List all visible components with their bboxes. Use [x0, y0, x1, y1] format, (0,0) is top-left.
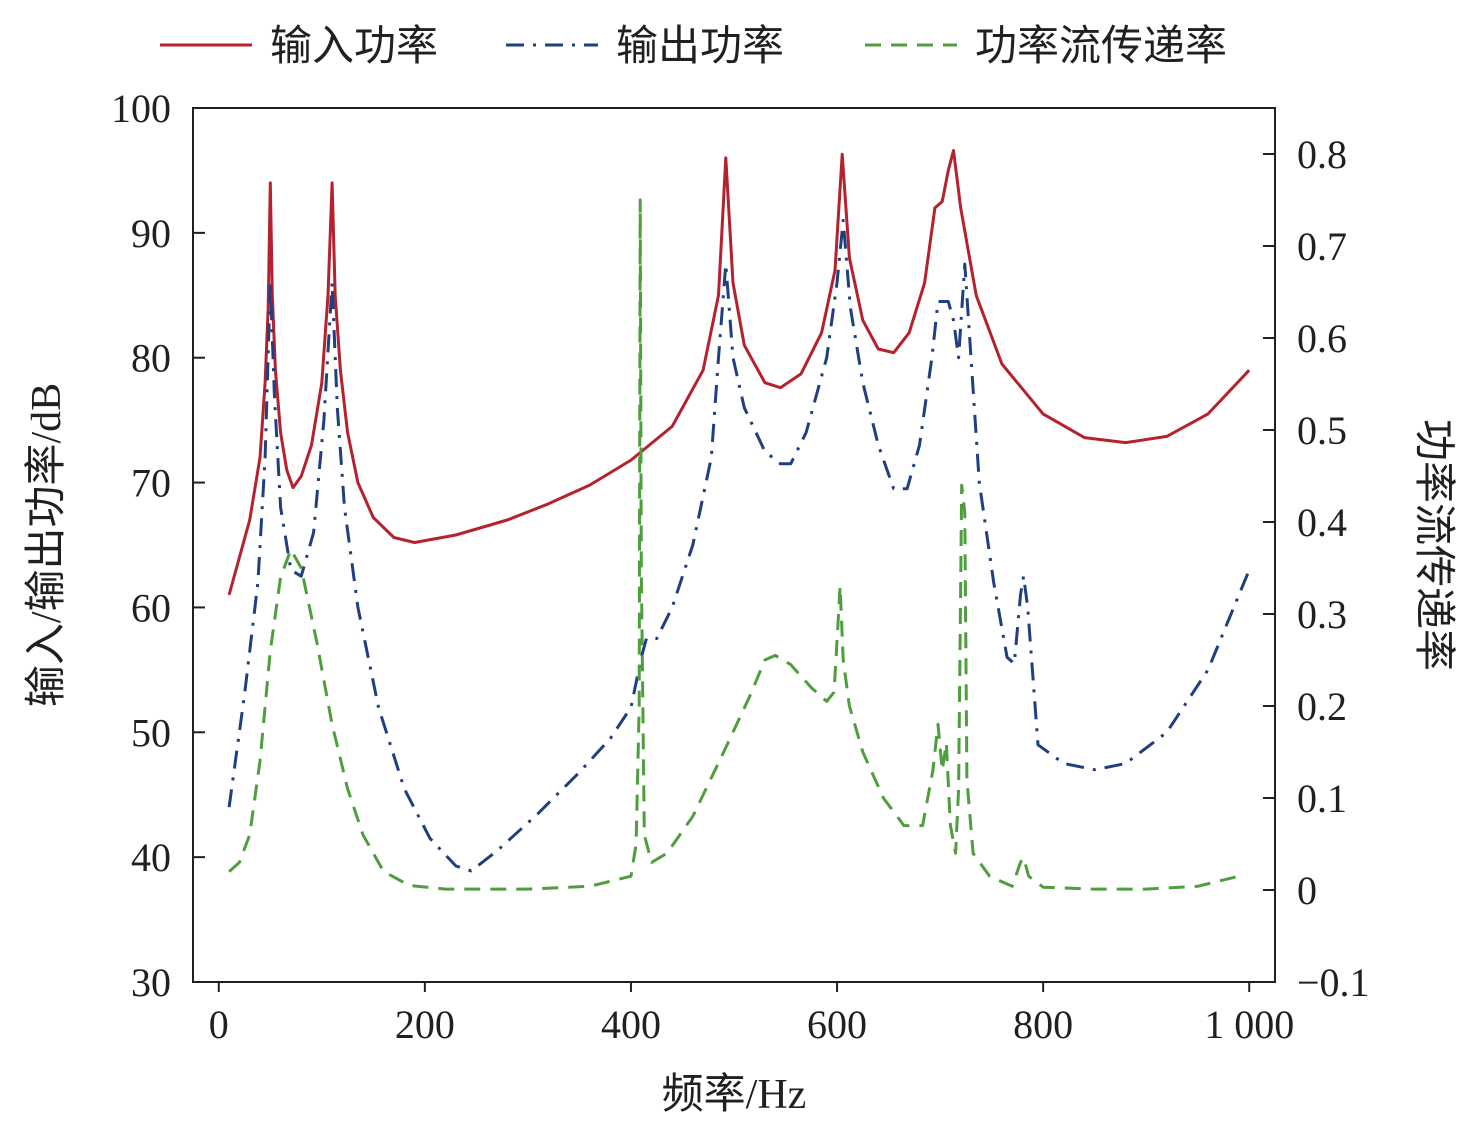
legend-label-output-power: 输出功率	[616, 23, 784, 70]
x-tick-label: 0	[209, 1002, 229, 1047]
legend-label-transfer-rate: 功率流传递率	[975, 23, 1227, 70]
series-line-output-power	[227, 218, 1251, 873]
y-right-tick-label: 0.1	[1297, 776, 1347, 821]
legend-item-transfer-rate: 功率流传递率	[865, 23, 1227, 70]
y-right-tick-label: 0.8	[1297, 132, 1347, 177]
y-right-tick-label: 0.2	[1297, 684, 1347, 729]
legend: 输入功率 输出功率 功率流传递率	[160, 23, 1227, 70]
legend-item-output-power: 输出功率	[506, 23, 784, 70]
y-left-tick-label: 50	[131, 710, 171, 755]
y-left-tick-label: 90	[131, 211, 171, 256]
y-axis-left-title: 输入/输出功率/dB	[23, 383, 70, 707]
y-right-tick-label: −0.1	[1297, 960, 1370, 1005]
x-tick-label: 200	[395, 1002, 455, 1047]
y-right-tick-label: 0.4	[1297, 500, 1347, 545]
y-axis-right: −0.1 0 0.1 0.2 0.3 0.4 0.5 0.6 0.7 0.8	[1263, 132, 1370, 1005]
series-layer	[227, 149, 1251, 891]
series-line-input-power	[227, 149, 1251, 596]
y-left-tick-label: 80	[131, 336, 171, 381]
y-axis-right-title: 功率流传递率	[1410, 419, 1457, 671]
legend-item-input-power: 输入功率	[160, 23, 438, 70]
y-left-tick-label: 70	[131, 461, 171, 506]
y-left-tick-label: 30	[131, 960, 171, 1005]
y-right-tick-label: 0.3	[1297, 592, 1347, 637]
x-tick-label: 1 000	[1204, 1002, 1294, 1047]
y-left-tick-label: 100	[111, 86, 171, 131]
series-line-transfer-rate	[228, 198, 1240, 891]
y-right-tick-label: 0.6	[1297, 316, 1347, 361]
y-right-tick-label: 0.5	[1297, 408, 1347, 453]
x-tick-label: 600	[807, 1002, 867, 1047]
plot-frame	[192, 107, 1276, 983]
y-axis-left: 30 40 50 60 70 80 90 100	[111, 86, 205, 1005]
x-axis: 0 200 400 600 800 1 000	[209, 982, 1294, 1047]
y-right-tick-label: 0.7	[1297, 224, 1347, 269]
y-left-tick-label: 60	[131, 585, 171, 630]
x-axis-title: 频率/Hz	[662, 1071, 807, 1118]
y-right-tick-label: 0	[1297, 868, 1317, 913]
x-tick-label: 800	[1013, 1002, 1073, 1047]
y-left-tick-label: 40	[131, 835, 171, 880]
legend-label-input-power: 输入功率	[270, 23, 438, 70]
x-tick-label: 400	[601, 1002, 661, 1047]
